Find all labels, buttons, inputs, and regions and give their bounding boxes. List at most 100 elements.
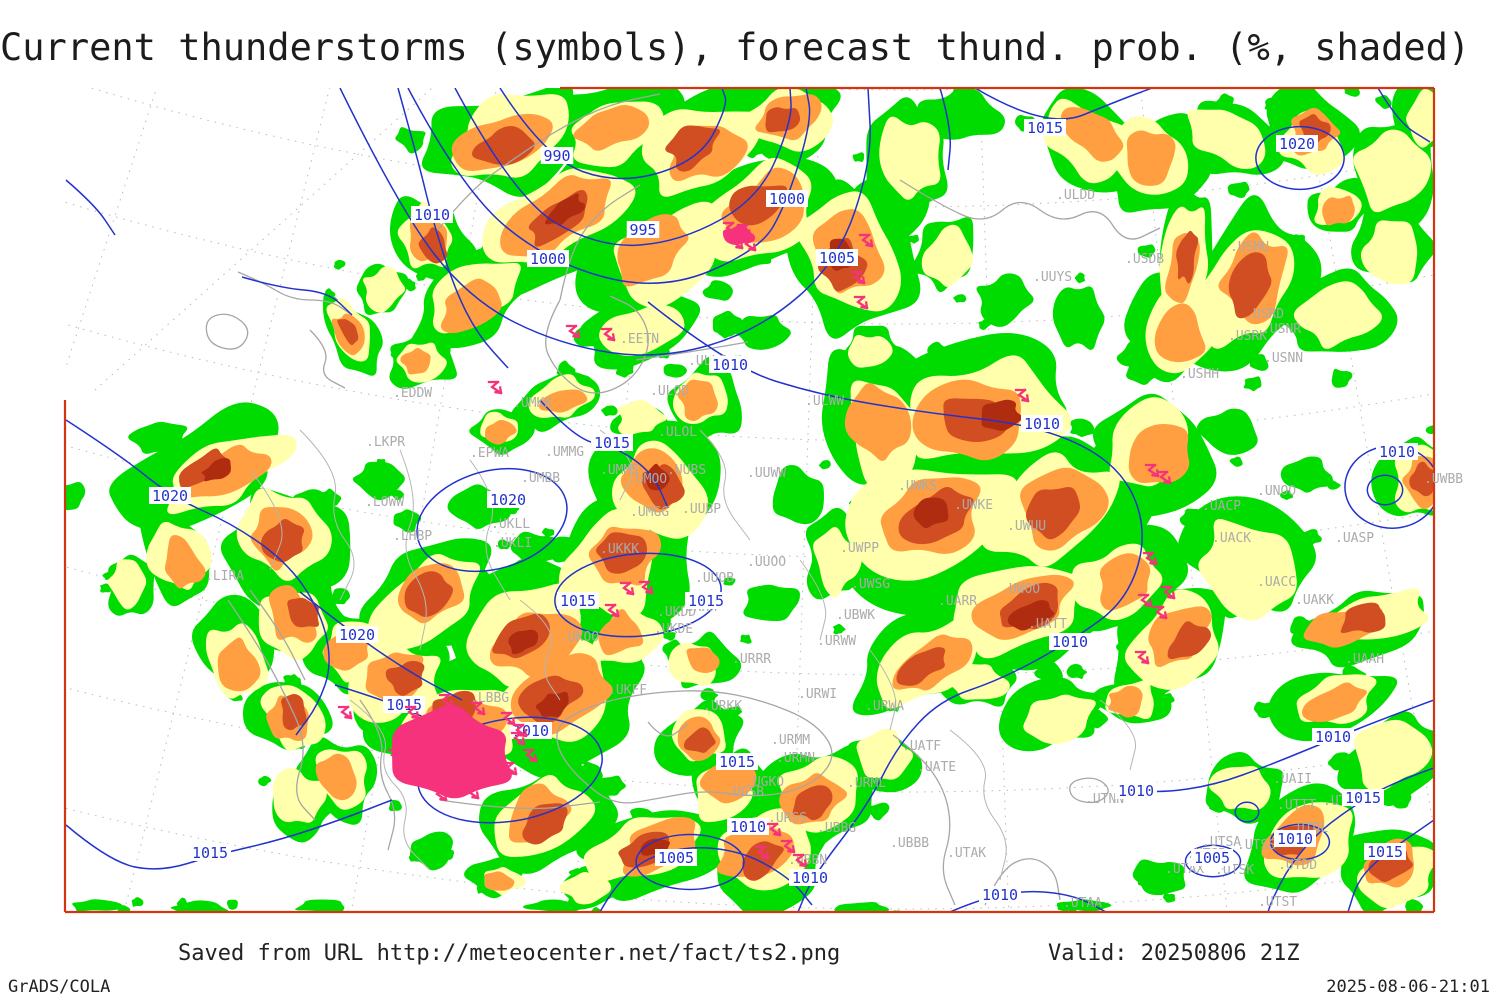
station-label: .UTAK (947, 846, 986, 861)
country-borders (249, 429, 1137, 881)
isobar-label: 1020 (490, 491, 526, 509)
thunderstorm-symbol (337, 705, 353, 720)
generation-timestamp: 2025-08-06-21:01 (1326, 977, 1490, 997)
isobar-label: 990 (543, 147, 570, 165)
station-label: .URRR (732, 652, 771, 667)
isobar-label: 1020 (152, 487, 188, 505)
station-label: .UGSB (725, 785, 764, 800)
isobar-label: 1020 (1279, 135, 1315, 153)
isobar-label: 1015 (1345, 789, 1381, 807)
station-label: .ULWW (805, 394, 844, 409)
station-label: .UMOO (628, 472, 667, 487)
isobar-label: 1010 (982, 886, 1018, 904)
station-label: .UTSK (1215, 863, 1254, 878)
station-label: .EPWA (470, 446, 509, 461)
isobar-label: 1015 (192, 844, 228, 862)
station-label: .UWKE (954, 498, 993, 513)
station-label: .UACC (1257, 575, 1296, 590)
station-label: .UWUU (1007, 519, 1046, 534)
station-label: .EDDW (393, 386, 432, 401)
station-label: .UUOB (695, 571, 734, 586)
station-label: .UACK (1212, 531, 1251, 546)
isobar-label: 1015 (1027, 119, 1063, 137)
station-label: .ULDD (1056, 188, 1095, 203)
thunderstorm-cluster-blob (392, 704, 512, 799)
saved-from-url-text: Saved from URL http://meteocenter.net/fa… (178, 941, 841, 966)
station-label: .UUWW (747, 466, 786, 481)
station-label: .UBBB (890, 836, 929, 851)
thunderstorm-probability-shading (65, 88, 1434, 912)
station-label: .UAII (1273, 772, 1312, 787)
station-label: .LIRA (205, 569, 244, 584)
station-label: .UBBG (817, 821, 856, 836)
station-label: .UTST (1258, 895, 1297, 910)
station-label: .URMM (771, 733, 810, 748)
station-label: .USNR (1262, 322, 1301, 337)
station-label: .UTNN (1085, 792, 1124, 807)
isobar-label: 1000 (769, 190, 805, 208)
isobar-label: 1010 (792, 869, 828, 887)
station-label: .UTTT (1277, 798, 1316, 813)
map-frame (63, 86, 1436, 914)
station-label: .UBWK (836, 608, 875, 623)
station-label: .UWSG (851, 577, 890, 592)
station-label: .UUYS (1033, 270, 1072, 285)
station-label: .UTSA (1202, 835, 1241, 850)
grads-cola-credit: GrADS/COLA (8, 977, 111, 997)
isobar-label: 995 (629, 221, 656, 239)
isobar-label: 1020 (339, 626, 375, 644)
station-label: .UKLI (493, 536, 532, 551)
station-label: .UKOO (560, 630, 599, 645)
station-label: .UGKO (745, 775, 784, 790)
station-label: .UBBN (788, 853, 827, 868)
station-label: .UMGG (630, 505, 669, 520)
page-title: Current thunderstorms (symbols), forecas… (0, 26, 1471, 69)
station-label: .LHBP (393, 529, 432, 544)
isobar-label: 1015 (560, 592, 596, 610)
coastlines (205, 93, 1161, 906)
station-label: .UWPP (840, 541, 879, 556)
thunderstorm-symbol (565, 324, 581, 339)
isobar-label: 1010 (1379, 443, 1415, 461)
station-label: .UKDE (654, 622, 693, 637)
isobar-label: 1010 (1024, 415, 1060, 433)
station-label: .UATT (1028, 617, 1067, 632)
station-label: .LKPR (366, 435, 405, 450)
isobar-label: 1015 (594, 434, 630, 452)
station-label: .ULOL (658, 425, 697, 440)
station-label: .URWA (865, 699, 904, 714)
station-label: .USHH (1180, 367, 1219, 382)
station-label: .UATE (917, 760, 956, 775)
station-label: .USRD (1245, 307, 1284, 322)
station-label: .URWW (817, 634, 856, 649)
isobar-label: 1010 (414, 206, 450, 224)
isobar-label: 1010 (1052, 633, 1088, 651)
isobar-label: 1005 (1194, 849, 1230, 867)
station-label: .USRK (1228, 329, 1267, 344)
station-label: .UKFF (608, 683, 647, 698)
isobar-label: 1015 (386, 696, 422, 714)
station-label: .UATF (902, 739, 941, 754)
station-label: .UUOO (747, 555, 786, 570)
station-label: .UWKS (898, 479, 937, 494)
station-label: .UARR (938, 594, 977, 609)
station-label: .URWI (798, 687, 837, 702)
isobar-value-labels: 990 995 1000 1000 1005 1010 1015 1020 1010 1010 10… (149, 119, 1418, 904)
station-label: .UASP (1335, 531, 1374, 546)
isobar-label: 1010 (712, 356, 748, 374)
station-id-labels: .ULDD .USMU .USDB .UUYS .USRD.USNR.USRK .USNN… (205, 188, 1463, 911)
station-label: .UUBP (682, 502, 721, 517)
station-label: .USMU (1230, 240, 1269, 255)
station-label: .UTSS (1237, 838, 1276, 853)
station-label: .UAKK (1295, 593, 1334, 608)
isobar-label: 1005 (819, 249, 855, 267)
isobar-label: 1010 (1118, 782, 1154, 800)
isobar-label: 1010 (1277, 830, 1313, 848)
station-label: .UKKK (600, 542, 639, 557)
station-label: .UMMS (600, 463, 639, 478)
station-label: .UWBB (1424, 472, 1463, 487)
station-label: .USNN (1264, 351, 1303, 366)
isobar-label: 1015 (1367, 843, 1403, 861)
